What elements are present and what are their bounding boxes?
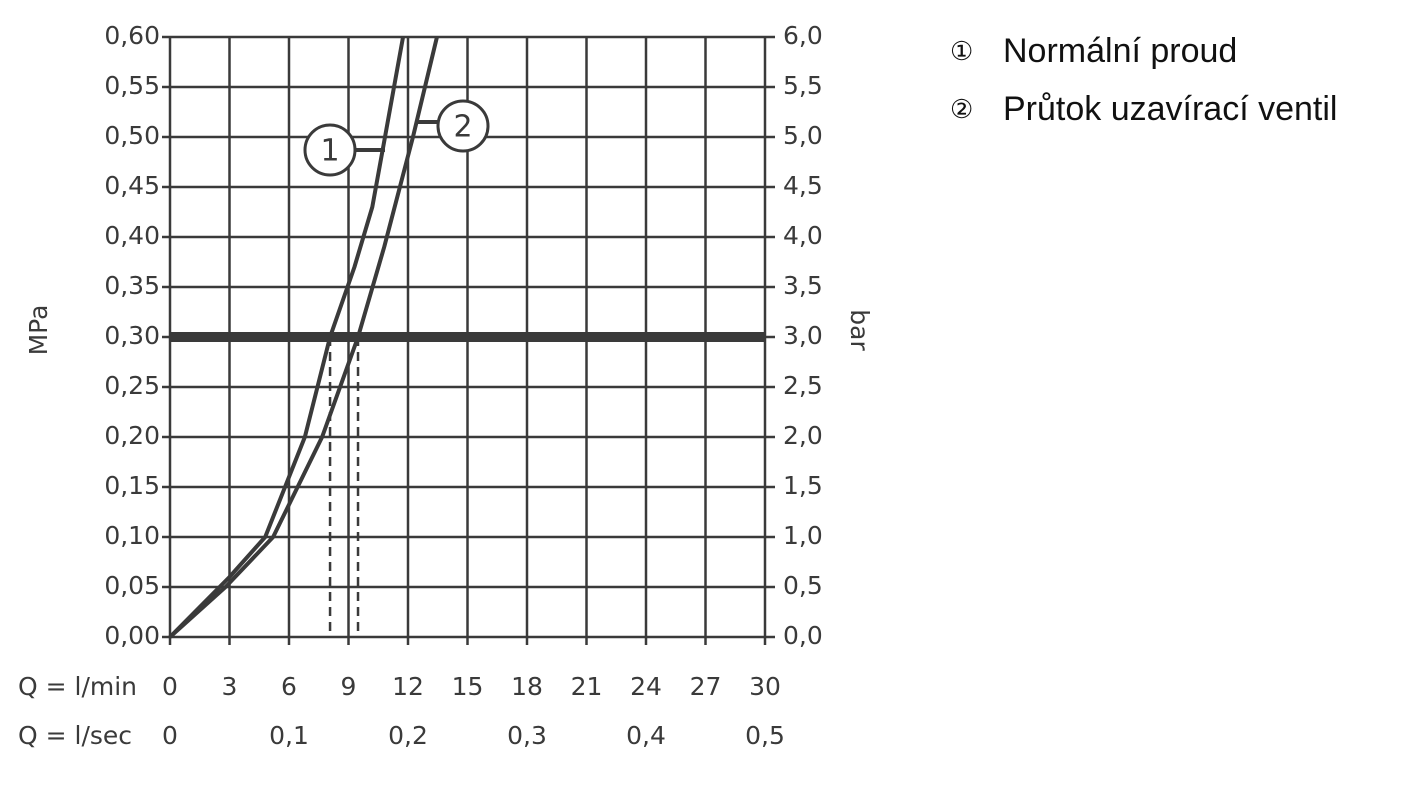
y-tick-label: 0,00 bbox=[104, 621, 160, 650]
y-tick-label: 0,15 bbox=[104, 471, 160, 500]
y2-tick-label: 0,0 bbox=[783, 621, 823, 650]
y2-tick-label: 0,5 bbox=[783, 571, 823, 600]
legend-symbol: ② bbox=[950, 94, 973, 124]
x2-tick-label: 0 bbox=[162, 721, 178, 750]
callout-label: 1 bbox=[320, 134, 339, 169]
x-tick-label: 24 bbox=[630, 672, 662, 701]
y2-tick-label: 5,0 bbox=[783, 121, 823, 150]
callout-label: 2 bbox=[453, 110, 472, 145]
y2-tick-label: 4,0 bbox=[783, 221, 823, 250]
y-tick-label: 0,10 bbox=[104, 521, 160, 550]
y2-tick-label: 1,0 bbox=[783, 521, 823, 550]
y2-tick-label: 3,0 bbox=[783, 321, 823, 350]
legend-label: Normální proud bbox=[1003, 32, 1237, 70]
x-axis-label: Q = l/min bbox=[18, 672, 137, 701]
x2-tick-label: 0,2 bbox=[388, 721, 428, 750]
y2-tick-label: 4,5 bbox=[783, 171, 823, 200]
y2-axis-label: bar bbox=[845, 309, 874, 351]
y-tick-label: 0,55 bbox=[104, 71, 160, 100]
x-tick-label: 21 bbox=[571, 672, 603, 701]
x-tick-label: 0 bbox=[162, 672, 178, 701]
series-line bbox=[168, 36, 439, 639]
y2-tick-label: 1,5 bbox=[783, 471, 823, 500]
callout-circle bbox=[436, 99, 490, 153]
legend-label: Průtok uzavírací ventil bbox=[1003, 90, 1337, 128]
x2-tick-label: 0,1 bbox=[269, 721, 309, 750]
y-tick-label: 0,30 bbox=[104, 321, 160, 350]
x2-tick-label: 0,4 bbox=[626, 721, 666, 750]
y2-tick-label: 2,0 bbox=[783, 421, 823, 450]
y2-tick-label: 2,5 bbox=[783, 371, 823, 400]
y-tick-label: 0,40 bbox=[104, 221, 160, 250]
x-tick-label: 12 bbox=[392, 672, 424, 701]
y-tick-label: 0,35 bbox=[104, 271, 160, 300]
y-tick-label: 0,45 bbox=[104, 171, 160, 200]
y2-tick-label: 3,5 bbox=[783, 271, 823, 300]
callout-circle bbox=[303, 123, 357, 177]
x-tick-label: 3 bbox=[222, 672, 238, 701]
y2-tick-label: 5,5 bbox=[783, 71, 823, 100]
y-tick-label: 0,25 bbox=[104, 371, 160, 400]
x-tick-label: 15 bbox=[452, 672, 484, 701]
y-tick-label: 0,05 bbox=[104, 571, 160, 600]
x2-tick-label: 0,3 bbox=[507, 721, 547, 750]
y-tick-label: 0,20 bbox=[104, 421, 160, 450]
y-axis-label: MPa bbox=[24, 305, 53, 356]
x2-tick-label: 0,5 bbox=[745, 721, 785, 750]
x2-axis-label: Q = l/sec bbox=[18, 721, 132, 750]
x-tick-label: 30 bbox=[749, 672, 781, 701]
x-tick-label: 27 bbox=[690, 672, 722, 701]
x-tick-label: 18 bbox=[511, 672, 543, 701]
y2-tick-label: 6,0 bbox=[783, 21, 823, 50]
x-tick-label: 9 bbox=[341, 672, 357, 701]
y-tick-label: 0,60 bbox=[104, 21, 160, 50]
y-tick-label: 0,50 bbox=[104, 121, 160, 150]
x-tick-label: 6 bbox=[281, 672, 297, 701]
legend-symbol: ① bbox=[950, 36, 973, 66]
